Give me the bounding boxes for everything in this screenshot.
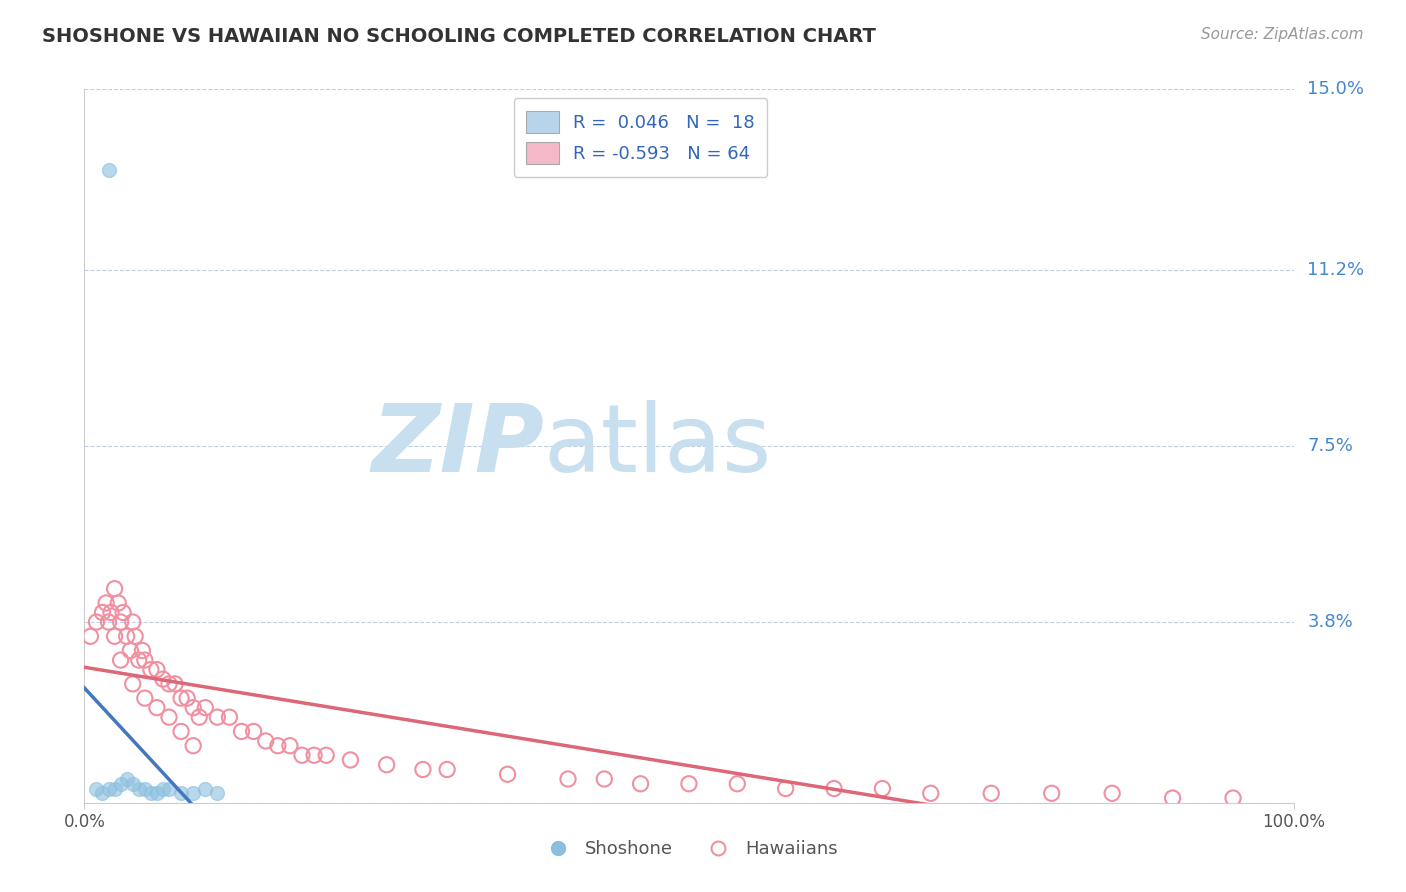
Hawaiians: [124, 629, 146, 643]
Hawaiians: [775, 781, 797, 796]
Hawaiians: [375, 757, 398, 772]
Hawaiians: [121, 615, 143, 629]
Shoshone: [134, 781, 156, 796]
Hawaiians: [128, 653, 150, 667]
Hawaiians: [412, 763, 434, 777]
Text: ZIP: ZIP: [371, 400, 544, 492]
Hawaiians: [107, 596, 129, 610]
Hawaiians: [231, 724, 253, 739]
Hawaiians: [557, 772, 579, 786]
Text: atlas: atlas: [544, 400, 772, 492]
Hawaiians: [120, 643, 142, 657]
Hawaiians: [170, 724, 193, 739]
Hawaiians: [630, 777, 652, 791]
Hawaiians: [254, 734, 277, 748]
Shoshone: [146, 786, 169, 800]
Hawaiians: [242, 724, 264, 739]
Hawaiians: [86, 615, 108, 629]
Hawaiians: [139, 663, 162, 677]
Text: SHOSHONE VS HAWAIIAN NO SCHOOLING COMPLETED CORRELATION CHART: SHOSHONE VS HAWAIIAN NO SCHOOLING COMPLE…: [42, 27, 876, 45]
Shoshone: [110, 777, 132, 791]
Legend: Shoshone, Hawaiians: Shoshone, Hawaiians: [533, 833, 845, 865]
Text: Source: ZipAtlas.com: Source: ZipAtlas.com: [1201, 27, 1364, 42]
Hawaiians: [267, 739, 290, 753]
Hawaiians: [104, 582, 127, 596]
Hawaiians: [1040, 786, 1063, 800]
Hawaiians: [1101, 786, 1123, 800]
Hawaiians: [436, 763, 458, 777]
Shoshone: [121, 777, 143, 791]
Shoshone: [86, 781, 108, 796]
Hawaiians: [94, 596, 117, 610]
Hawaiians: [194, 700, 217, 714]
Hawaiians: [157, 677, 180, 691]
Hawaiians: [920, 786, 942, 800]
Hawaiians: [146, 663, 169, 677]
Hawaiians: [146, 700, 169, 714]
Hawaiians: [110, 653, 132, 667]
Hawaiians: [302, 748, 325, 763]
Hawaiians: [678, 777, 700, 791]
Hawaiians: [181, 739, 204, 753]
Shoshone: [170, 786, 193, 800]
Hawaiians: [872, 781, 894, 796]
Shoshone: [207, 786, 229, 800]
Hawaiians: [1161, 791, 1184, 805]
Hawaiians: [725, 777, 748, 791]
Shoshone: [157, 781, 180, 796]
Hawaiians: [157, 710, 180, 724]
Hawaiians: [218, 710, 240, 724]
Shoshone: [104, 781, 127, 796]
Hawaiians: [121, 677, 143, 691]
Hawaiians: [165, 677, 187, 691]
Hawaiians: [112, 606, 135, 620]
Hawaiians: [176, 691, 198, 706]
Shoshone: [97, 163, 120, 178]
Shoshone: [128, 781, 150, 796]
Hawaiians: [315, 748, 337, 763]
Hawaiians: [79, 629, 101, 643]
Hawaiians: [104, 629, 127, 643]
Hawaiians: [188, 710, 211, 724]
Shoshone: [139, 786, 162, 800]
Shoshone: [181, 786, 204, 800]
Shoshone: [115, 772, 138, 786]
Hawaiians: [97, 615, 120, 629]
Hawaiians: [115, 629, 138, 643]
Hawaiians: [823, 781, 845, 796]
Hawaiians: [339, 753, 361, 767]
Hawaiians: [100, 606, 122, 620]
Hawaiians: [1222, 791, 1244, 805]
Hawaiians: [496, 767, 519, 781]
Hawaiians: [110, 615, 132, 629]
Shoshone: [97, 781, 120, 796]
Hawaiians: [291, 748, 314, 763]
Hawaiians: [91, 606, 114, 620]
Text: 3.8%: 3.8%: [1308, 613, 1353, 631]
Hawaiians: [278, 739, 301, 753]
Text: 15.0%: 15.0%: [1308, 80, 1364, 98]
Hawaiians: [134, 653, 156, 667]
Hawaiians: [134, 691, 156, 706]
Text: 7.5%: 7.5%: [1308, 437, 1354, 455]
Hawaiians: [152, 672, 174, 686]
Text: 11.2%: 11.2%: [1308, 261, 1365, 279]
Hawaiians: [131, 643, 153, 657]
Hawaiians: [181, 700, 204, 714]
Shoshone: [152, 781, 174, 796]
Hawaiians: [207, 710, 229, 724]
Hawaiians: [980, 786, 1002, 800]
Shoshone: [194, 781, 217, 796]
Shoshone: [91, 786, 114, 800]
Hawaiians: [593, 772, 616, 786]
Hawaiians: [170, 691, 193, 706]
